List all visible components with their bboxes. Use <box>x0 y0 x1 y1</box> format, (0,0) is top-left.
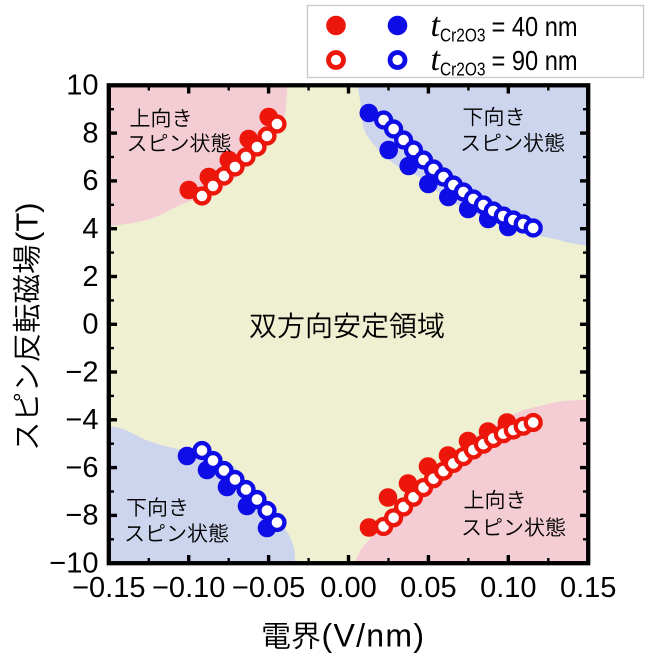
svg-text:t: t <box>431 41 442 78</box>
svg-text:= 40 nm: = 40 nm <box>492 11 578 42</box>
svg-text:−8: −8 <box>65 500 98 532</box>
svg-text:2: 2 <box>82 261 98 293</box>
svg-text:8: 8 <box>82 117 98 149</box>
svg-text:0.10: 0.10 <box>480 572 536 604</box>
svg-text:−0.15: −0.15 <box>72 572 145 604</box>
svg-text:= 90 nm: = 90 nm <box>492 45 578 76</box>
svg-text:−6: −6 <box>65 452 98 484</box>
svg-text:−4: −4 <box>65 404 98 436</box>
svg-text:−10: −10 <box>49 548 98 580</box>
svg-text:−0.05: −0.05 <box>232 572 305 604</box>
svg-text:(T): (T) <box>10 202 45 242</box>
svg-text:10: 10 <box>66 70 98 102</box>
svg-text:Cr2O3: Cr2O3 <box>440 59 486 79</box>
svg-text:0.05: 0.05 <box>400 572 456 604</box>
svg-text:6: 6 <box>82 165 98 197</box>
svg-text:0.15: 0.15 <box>560 572 616 604</box>
svg-text:4: 4 <box>82 213 98 245</box>
svg-text:t: t <box>431 7 442 44</box>
svg-text:0.00: 0.00 <box>320 572 376 604</box>
svg-text:−0.10: −0.10 <box>152 572 225 604</box>
svg-text:(V/nm): (V/nm) <box>322 617 426 653</box>
svg-text:−2: −2 <box>65 356 98 388</box>
svg-text:Cr2O3: Cr2O3 <box>440 25 486 45</box>
svg-text:0: 0 <box>82 309 98 341</box>
